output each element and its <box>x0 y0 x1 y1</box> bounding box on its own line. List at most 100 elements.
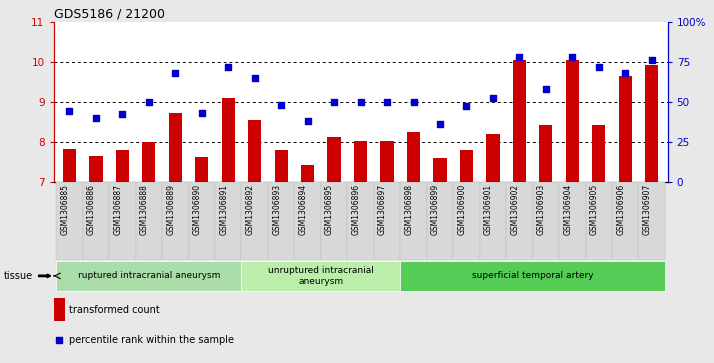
Bar <box>618 76 632 182</box>
Point <box>328 99 340 105</box>
Text: GSM1306890: GSM1306890 <box>193 184 202 235</box>
Point <box>381 99 393 105</box>
Text: GSM1306901: GSM1306901 <box>484 184 493 235</box>
Bar <box>275 150 288 182</box>
Point <box>434 121 446 127</box>
Bar <box>381 141 393 182</box>
Point <box>646 57 658 63</box>
Bar <box>592 125 605 182</box>
Bar <box>195 157 208 182</box>
Bar <box>169 113 182 182</box>
Text: GSM1306891: GSM1306891 <box>219 184 228 235</box>
Bar <box>433 158 446 182</box>
Text: unruptured intracranial
aneurysm: unruptured intracranial aneurysm <box>268 266 374 286</box>
Point <box>170 70 181 76</box>
Point <box>513 54 525 60</box>
Point <box>567 54 578 60</box>
Bar <box>407 132 420 182</box>
Text: GSM1306897: GSM1306897 <box>378 184 387 235</box>
Bar <box>221 98 235 182</box>
Point <box>487 95 498 101</box>
Bar <box>54 298 64 321</box>
Bar <box>374 182 401 260</box>
Text: transformed count: transformed count <box>69 305 160 315</box>
Text: GSM1306892: GSM1306892 <box>246 184 255 235</box>
Bar <box>241 182 268 260</box>
Point <box>540 86 551 92</box>
Bar <box>328 137 341 182</box>
Bar <box>321 182 347 260</box>
Text: GDS5186 / 21200: GDS5186 / 21200 <box>54 8 164 21</box>
Text: GSM1306903: GSM1306903 <box>537 184 545 235</box>
Text: GSM1306887: GSM1306887 <box>114 184 122 235</box>
Bar <box>136 182 162 260</box>
Text: GSM1306899: GSM1306899 <box>431 184 440 235</box>
Point <box>408 99 419 105</box>
Text: ruptured intracranial aneurysm: ruptured intracranial aneurysm <box>78 272 220 280</box>
Text: GSM1306896: GSM1306896 <box>351 184 361 235</box>
Text: GSM1306904: GSM1306904 <box>563 184 573 235</box>
Point <box>620 70 631 76</box>
Point <box>276 102 287 108</box>
Text: GSM1306900: GSM1306900 <box>458 184 466 235</box>
Point <box>54 337 65 343</box>
Bar <box>486 134 500 182</box>
Bar <box>89 155 103 182</box>
Bar <box>565 60 579 182</box>
Bar <box>559 182 585 260</box>
Bar <box>142 142 156 182</box>
Point <box>223 64 234 69</box>
Point <box>90 115 101 121</box>
Bar <box>301 165 314 182</box>
Text: GSM1306888: GSM1306888 <box>140 184 149 235</box>
Text: GSM1306905: GSM1306905 <box>590 184 599 235</box>
Text: superficial temporal artery: superficial temporal artery <box>472 272 593 280</box>
Bar <box>162 182 188 260</box>
Bar <box>188 182 215 260</box>
Bar <box>56 261 241 290</box>
Bar <box>480 182 506 260</box>
Bar <box>347 182 374 260</box>
Bar <box>241 261 401 290</box>
Bar <box>638 182 665 260</box>
Bar <box>645 65 658 182</box>
Text: GSM1306902: GSM1306902 <box>511 184 519 235</box>
Bar <box>401 261 665 290</box>
Text: tissue: tissue <box>4 271 33 281</box>
Text: GSM1306894: GSM1306894 <box>298 184 308 235</box>
Bar <box>513 60 526 182</box>
Bar <box>109 182 136 260</box>
Text: GSM1306886: GSM1306886 <box>87 184 96 235</box>
Bar <box>427 182 453 260</box>
Bar <box>268 182 294 260</box>
Text: GSM1306907: GSM1306907 <box>643 184 652 235</box>
Point <box>593 64 605 69</box>
Text: GSM1306893: GSM1306893 <box>272 184 281 235</box>
Bar <box>354 141 367 182</box>
Text: GSM1306895: GSM1306895 <box>325 184 334 235</box>
Text: GSM1306889: GSM1306889 <box>166 184 176 235</box>
Bar <box>63 149 76 182</box>
Bar <box>453 182 480 260</box>
Bar <box>612 182 638 260</box>
Bar <box>116 150 129 182</box>
Text: GSM1306885: GSM1306885 <box>61 184 69 235</box>
Point <box>143 99 154 105</box>
Bar <box>401 182 427 260</box>
Text: GSM1306906: GSM1306906 <box>616 184 625 235</box>
Text: GSM1306898: GSM1306898 <box>405 184 413 235</box>
Bar <box>248 120 261 182</box>
Point <box>249 75 261 81</box>
Bar <box>585 182 612 260</box>
Point <box>196 110 208 116</box>
Bar <box>215 182 241 260</box>
Bar <box>533 182 559 260</box>
Bar <box>83 182 109 260</box>
Bar <box>506 182 533 260</box>
Point <box>355 99 366 105</box>
Point <box>64 108 75 114</box>
Text: percentile rank within the sample: percentile rank within the sample <box>69 335 234 345</box>
Point <box>461 103 472 109</box>
Bar <box>460 150 473 182</box>
Bar <box>294 182 321 260</box>
